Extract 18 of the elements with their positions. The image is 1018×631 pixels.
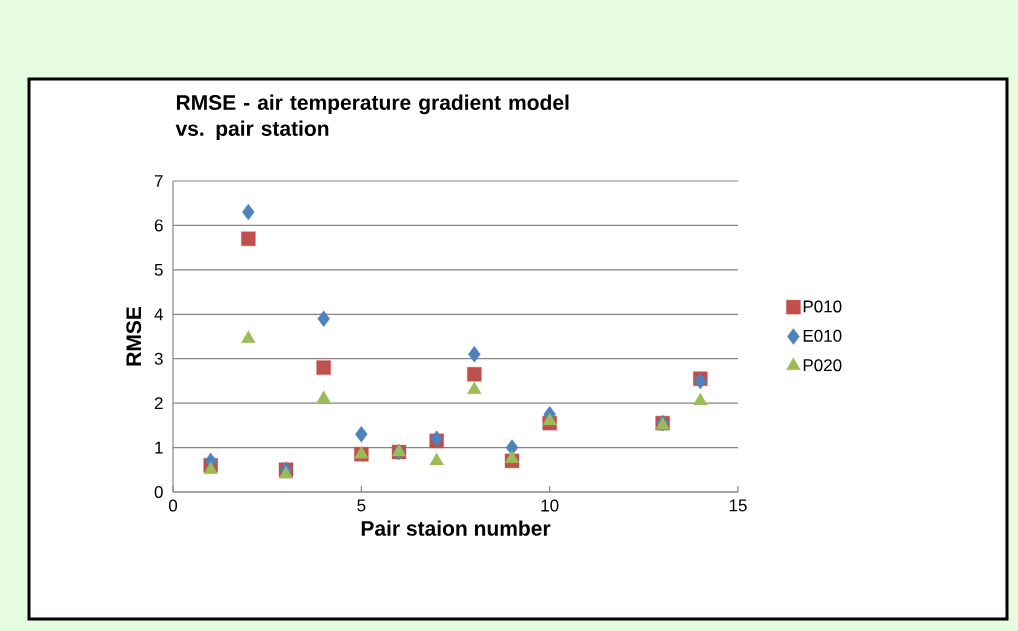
y-tick-label: 3 — [154, 352, 163, 365]
x-tick-label: 10 — [541, 499, 559, 512]
y-tick-label: 4 — [154, 308, 163, 321]
x-axis-title: Pair staion number — [361, 520, 551, 536]
legend-label: P020 — [803, 359, 842, 372]
legend-label: E010 — [803, 329, 842, 342]
y-tick-label: 6 — [154, 219, 163, 232]
chart-title: RMSE - air temperature gradient model vs. pair station — [175, 94, 569, 141]
y-tick-label: 7 — [154, 175, 163, 187]
y-tick-label: 1 — [155, 441, 163, 454]
legend-label: P010 — [803, 300, 842, 313]
y-tick-label: 5 — [154, 263, 163, 276]
x-tick-label: 5 — [357, 499, 366, 512]
x-tick-label: 0 — [168, 499, 178, 512]
x-tick-label: 15 — [729, 499, 747, 512]
y-axis-title: RMSE — [126, 306, 142, 366]
y-tick-label: 0 — [154, 485, 163, 499]
y-tick-label: 2 — [154, 397, 163, 410]
